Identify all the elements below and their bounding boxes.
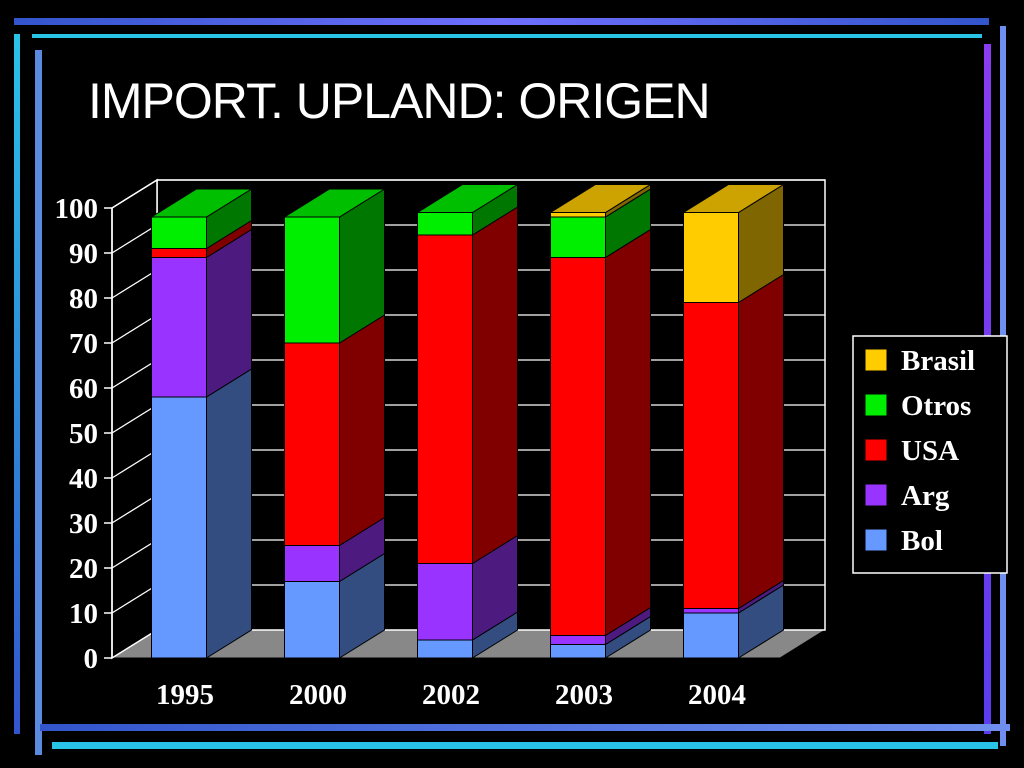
bar-segment-side: [206, 368, 252, 659]
bar-segment: [417, 639, 473, 659]
gridline-side: [111, 224, 158, 254]
x-tick-label: 2003: [555, 679, 613, 711]
bar-segment: [683, 302, 739, 609]
frame-top-line-inner: [32, 34, 982, 38]
y-tick-label: 100: [55, 193, 99, 225]
y-tick-label: 60: [69, 373, 98, 405]
legend-label: Arg: [901, 480, 950, 512]
gridline-side: [111, 359, 158, 389]
frame-left-line: [14, 34, 20, 734]
gridline-side: [111, 179, 158, 209]
gridline-side: [111, 584, 158, 614]
bar-segment-side: [206, 228, 252, 398]
legend-swatch: [864, 528, 888, 552]
x-tick-label: 2004: [688, 679, 746, 711]
gridline-side: [111, 449, 158, 479]
bar-segment: [284, 342, 340, 546]
bar-segment-top: [548, 184, 653, 213]
bar-segment-side: [738, 273, 784, 610]
gridline-side: [111, 269, 158, 299]
bar-segment: [683, 608, 739, 614]
y-tick-label: 70: [69, 328, 98, 360]
gridline-side: [111, 494, 158, 524]
y-tick-label: 50: [69, 418, 98, 450]
legend-label: USA: [901, 435, 959, 467]
bar-segment: [151, 248, 207, 258]
gridline-side: [111, 314, 158, 344]
bar-segment: [550, 212, 606, 218]
chart-legend: Brasil Otros USA Arg Bol: [852, 335, 1008, 574]
y-tick-label: 20: [69, 553, 98, 585]
legend-label: Brasil: [901, 345, 975, 377]
bar-segment-top: [415, 184, 520, 213]
bar-segment-top: [149, 188, 254, 218]
y-tick-label: 40: [69, 463, 98, 495]
y-tick-label: 80: [69, 283, 98, 315]
legend-swatch: [864, 393, 888, 417]
bar-segment: [284, 216, 340, 344]
x-tick-label: 2002: [422, 679, 480, 711]
y-tick-label: 10: [69, 598, 98, 630]
legend-swatch: [864, 348, 888, 372]
legend-label: Otros: [901, 390, 971, 422]
bar-segment: [550, 644, 606, 659]
legend-label: Bol: [901, 525, 943, 557]
bar-segment: [683, 612, 739, 659]
bar-segment: [417, 234, 473, 564]
y-tick-label: 30: [69, 508, 98, 540]
bar-segment-side: [472, 206, 518, 565]
chart-plot-area: 0 10 20 30 40 50 60 70 80 90 100 1995 2000 2002 2003 20…: [55, 178, 827, 711]
bar-segment: [417, 212, 473, 236]
legend-swatch: [864, 483, 888, 507]
frame-top-line: [14, 18, 989, 25]
frame-bottom-line: [40, 724, 1010, 731]
bar-segment: [550, 257, 606, 636]
bar-segment-top: [681, 184, 786, 213]
bar-segment: [417, 563, 473, 641]
bar-segment: [151, 257, 207, 398]
y-tick-label: 0: [84, 643, 99, 675]
bar-segment-top: [282, 188, 387, 218]
gridline-side: [111, 404, 158, 434]
gridline-side: [111, 539, 158, 569]
bar-segment-side: [605, 228, 651, 637]
x-tick-label: 2000: [289, 679, 347, 711]
x-tick-label: 1995: [156, 679, 214, 711]
bar-segment: [151, 396, 207, 659]
bar-segment: [151, 216, 207, 249]
bar-segment: [550, 635, 606, 645]
frame-bottom-line-inner: [52, 742, 998, 749]
slide-title: IMPORT. UPLAND: ORIGEN: [88, 73, 711, 129]
legend-swatch: [864, 438, 888, 462]
bar-segment: [284, 581, 340, 659]
bar-segment: [550, 216, 606, 258]
bar-segment-side: [339, 314, 385, 547]
y-tick-label: 90: [69, 238, 98, 270]
bar-segment: [683, 212, 739, 303]
bar-segment: [284, 545, 340, 582]
frame-left-line-inner: [35, 50, 42, 755]
